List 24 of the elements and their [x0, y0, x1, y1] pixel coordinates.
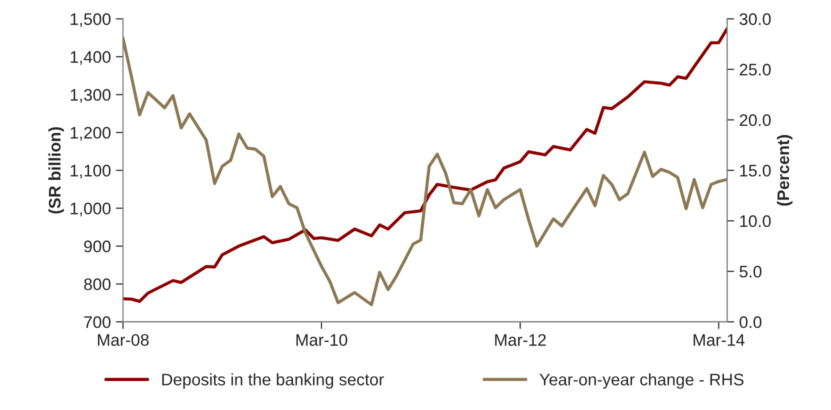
y2-tick-label: 0.0	[740, 316, 762, 328]
y-tick-label: 1,400	[70, 51, 111, 65]
y-tick-label: 700	[84, 316, 111, 328]
x-tick-label: Mar-10	[296, 334, 348, 346]
y-tick-label: 1,300	[70, 89, 111, 103]
x-tick-label: Mar-14	[694, 334, 745, 346]
legend-label: Year-on-year change - RHS	[540, 373, 744, 389]
y2-tick-label: 20.0	[740, 114, 771, 126]
legend-label: Deposits in the banking sector	[162, 373, 384, 389]
y2-tick-label: 5.0	[740, 266, 762, 278]
y2-axis-title: (Percent)	[776, 135, 792, 206]
y-tick-label: 1,000	[70, 202, 111, 216]
y-tick-label: 1,500	[70, 13, 111, 28]
x-tick-label: Mar-08	[98, 334, 149, 346]
y-tick-label: 800	[84, 278, 111, 290]
y2-tick-label: 25.0	[740, 64, 771, 76]
y-tick-label: 900	[84, 240, 111, 252]
y-tick-label: 1,200	[70, 126, 111, 141]
y2-tick-label: 10.0	[740, 215, 771, 228]
y-axis-title: (SR billion)	[48, 127, 64, 214]
y2-tick-label: 15.0	[740, 164, 771, 177]
x-tick-label: Mar-12	[495, 334, 546, 346]
y-tick-label: 1,100	[70, 164, 111, 179]
y2-tick-label: 30.0	[740, 13, 771, 26]
